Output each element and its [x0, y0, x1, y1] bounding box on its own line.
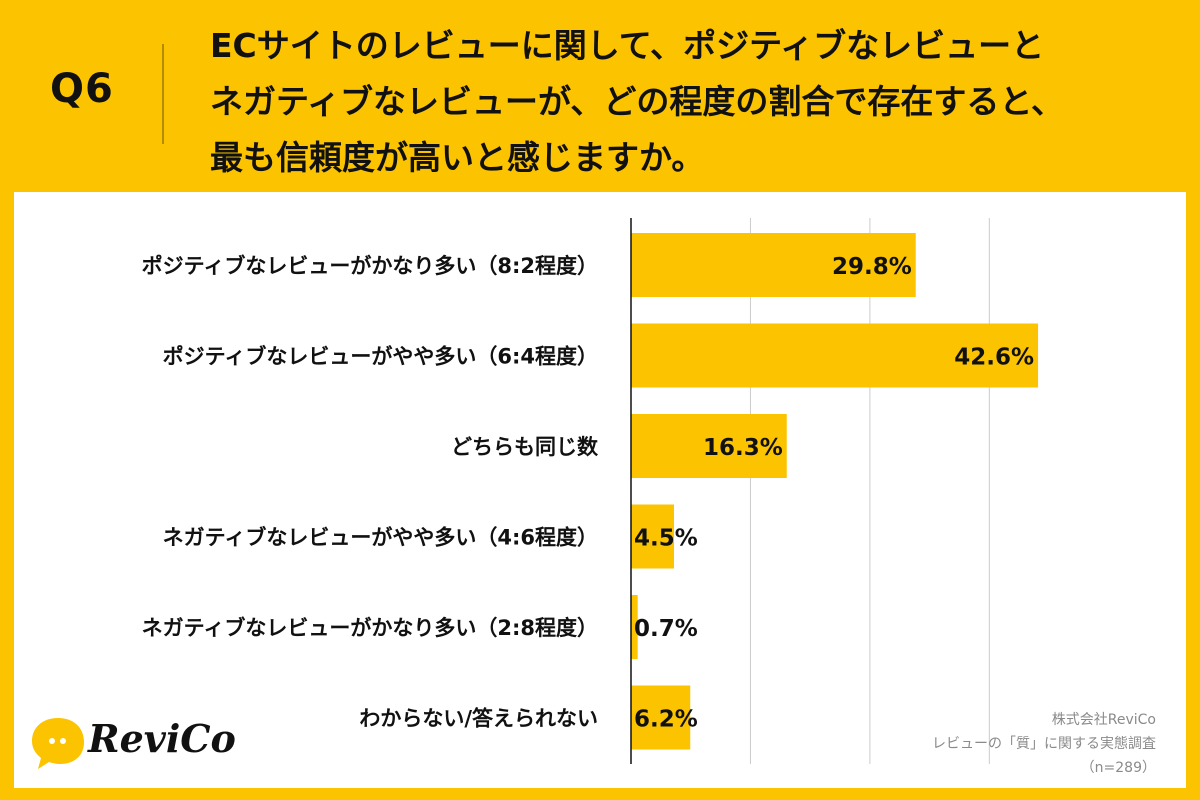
bar — [631, 595, 638, 659]
bar-chart: ポジティブなレビューがかなり多い（8:2程度） 29.8% ポジティブなレビューがや… — [142, 218, 1039, 764]
brand-logo: ReviCo — [30, 714, 270, 774]
credit-sample: （n=289） — [1080, 760, 1156, 776]
question-text: ECサイトのレビューに関して、ポジティブなレビューと ネガティブなレビューが、ど… — [210, 18, 1170, 186]
speech-bubble-icon — [32, 718, 84, 769]
category-label: ポジティブなレビューがかなり多い（8:2程度） — [142, 254, 598, 278]
category-label: どちらも同じ数 — [451, 435, 599, 459]
logo-text: ReviCo — [88, 716, 236, 761]
category-label: ネガティブなレビューがかなり多い（2:8程度） — [142, 616, 598, 640]
survey-credit: 株式会社ReviCo レビューの「質」に関する実態調査 （n=289） — [932, 708, 1156, 780]
data-label: 16.3% — [703, 435, 783, 461]
data-label: 29.8% — [832, 254, 912, 280]
data-label: 4.5% — [634, 526, 698, 552]
bar — [631, 414, 787, 478]
data-label: 0.7% — [634, 616, 698, 642]
question-number: Q6 — [50, 66, 114, 112]
credit-company: 株式会社ReviCo — [1051, 712, 1156, 728]
category-label: ネガティブなレビューがやや多い（4:6程度） — [163, 526, 598, 550]
chart-panel: ポジティブなレビューがかなり多い（8:2程度） 29.8% ポジティブなレビューがや… — [14, 192, 1186, 788]
question-line: ネガティブなレビューが、どの程度の割合で存在すると、 — [210, 82, 1065, 121]
bar — [631, 323, 1039, 388]
bar — [631, 685, 691, 750]
category-label: わからない/答えられない — [359, 707, 598, 731]
question-line: 最も信頼度が高いと感じますか。 — [210, 138, 705, 177]
question-line: ECサイトのレビューに関して、ポジティブなレビューと — [210, 26, 1045, 65]
header: Q6 ECサイトのレビューに関して、ポジティブなレビューと ネガティブなレビュー… — [0, 0, 1200, 190]
data-label: 6.2% — [634, 707, 698, 733]
category-label: ポジティブなレビューがやや多い（6:4程度） — [163, 345, 598, 369]
data-label: 42.6% — [954, 345, 1034, 371]
bar — [631, 504, 674, 569]
credit-survey: レビューの「質」に関する実態調査 — [932, 736, 1156, 752]
header-divider — [162, 44, 164, 144]
bar — [631, 233, 916, 297]
